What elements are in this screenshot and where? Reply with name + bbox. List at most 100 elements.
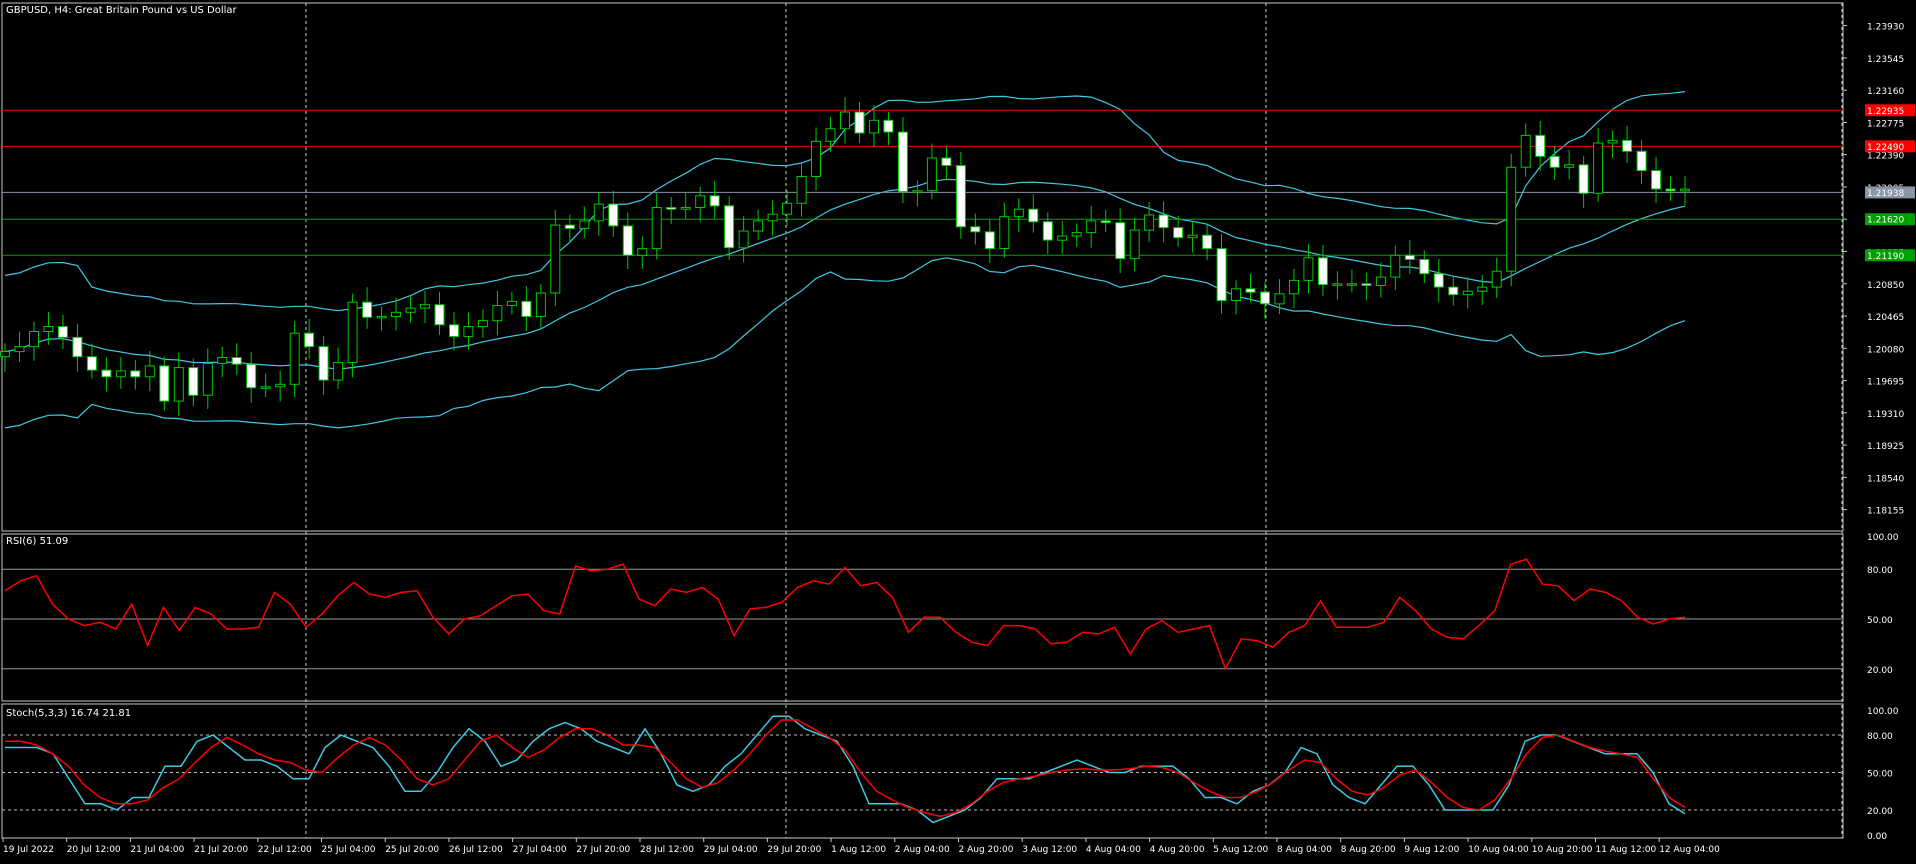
candle-body[interactable] bbox=[782, 202, 793, 215]
candle-body[interactable] bbox=[564, 224, 575, 230]
candle-body[interactable] bbox=[1680, 188, 1690, 192]
candle-body[interactable] bbox=[1028, 208, 1039, 223]
candle-body[interactable] bbox=[912, 190, 923, 193]
candle-body[interactable] bbox=[579, 220, 590, 229]
candle-body[interactable] bbox=[173, 367, 184, 402]
candle-body[interactable] bbox=[608, 203, 619, 227]
candle-body[interactable] bbox=[883, 119, 894, 133]
candle-body[interactable] bbox=[941, 157, 952, 166]
candle-body[interactable] bbox=[420, 304, 430, 309]
candle-body[interactable] bbox=[159, 365, 170, 402]
candle-body[interactable] bbox=[405, 307, 416, 313]
candle-body[interactable] bbox=[29, 331, 39, 348]
candle-body[interactable] bbox=[1535, 134, 1546, 157]
candle-body[interactable] bbox=[1506, 166, 1517, 272]
candle-body[interactable] bbox=[1593, 142, 1604, 194]
main-price-panel[interactable] bbox=[0, 91, 1844, 429]
candle-body[interactable] bbox=[86, 356, 97, 371]
candle-body[interactable] bbox=[955, 165, 966, 228]
candle-body[interactable] bbox=[115, 370, 126, 378]
candle-body[interactable] bbox=[1578, 164, 1589, 194]
candle-body[interactable] bbox=[1144, 214, 1155, 231]
candle-body[interactable] bbox=[217, 357, 228, 364]
candle-body[interactable] bbox=[1665, 188, 1676, 192]
candle-body[interactable] bbox=[289, 332, 300, 385]
candle-body[interactable] bbox=[1477, 286, 1488, 292]
candle-body[interactable] bbox=[1100, 220, 1111, 224]
candle-body[interactable] bbox=[376, 315, 387, 319]
candle-body[interactable] bbox=[144, 365, 155, 378]
candle-body[interactable] bbox=[999, 216, 1010, 249]
candle-body[interactable] bbox=[1071, 232, 1082, 237]
candle-body[interactable] bbox=[1607, 139, 1618, 144]
candle-body[interactable] bbox=[1462, 290, 1473, 296]
candle-body[interactable] bbox=[1013, 208, 1024, 218]
candle-body[interactable] bbox=[840, 111, 850, 130]
candle-body[interactable] bbox=[1187, 234, 1198, 239]
candle-body[interactable] bbox=[1651, 170, 1661, 190]
candle-body[interactable] bbox=[535, 292, 546, 317]
candle-body[interactable] bbox=[666, 207, 677, 210]
candle-body[interactable] bbox=[1564, 164, 1575, 168]
candle-body[interactable] bbox=[854, 111, 865, 134]
candle-body[interactable] bbox=[695, 195, 706, 209]
candle-body[interactable] bbox=[231, 357, 242, 365]
candle-body[interactable] bbox=[1245, 288, 1256, 293]
candle-body[interactable] bbox=[202, 362, 213, 396]
candle-body[interactable] bbox=[1129, 229, 1140, 260]
candle-body[interactable] bbox=[550, 224, 561, 294]
candle-body[interactable] bbox=[1636, 150, 1647, 172]
candle-body[interactable] bbox=[506, 300, 517, 307]
candle-body[interactable] bbox=[680, 207, 691, 210]
candle-body[interactable] bbox=[1274, 293, 1285, 305]
candle-body[interactable] bbox=[362, 301, 373, 318]
candle-body[interactable] bbox=[709, 195, 720, 207]
candle-body[interactable] bbox=[796, 176, 807, 204]
candle-body[interactable] bbox=[304, 332, 315, 348]
candle-body[interactable] bbox=[101, 369, 112, 378]
candle-body[interactable] bbox=[1317, 257, 1328, 286]
candle-body[interactable] bbox=[1289, 279, 1299, 295]
candle-body[interactable] bbox=[463, 326, 474, 338]
candle-body[interactable] bbox=[72, 336, 83, 358]
candle-body[interactable] bbox=[260, 386, 271, 389]
candle-body[interactable] bbox=[1419, 259, 1430, 275]
candle-body[interactable] bbox=[1173, 227, 1184, 239]
candle-body[interactable] bbox=[970, 226, 981, 233]
candle-body[interactable] bbox=[637, 248, 648, 256]
candle-body[interactable] bbox=[622, 225, 633, 256]
candle-body[interactable] bbox=[43, 326, 54, 332]
candle-body[interactable] bbox=[434, 304, 445, 326]
candle-body[interactable] bbox=[1622, 139, 1633, 152]
candle-body[interactable] bbox=[1346, 283, 1357, 286]
candle-body[interactable] bbox=[1390, 254, 1401, 278]
candle-body[interactable] bbox=[246, 363, 257, 389]
candle-body[interactable] bbox=[1057, 235, 1068, 241]
candle-body[interactable] bbox=[14, 346, 25, 353]
candle-body[interactable] bbox=[391, 311, 401, 317]
candle-body[interactable] bbox=[1375, 276, 1386, 287]
candle-body[interactable] bbox=[738, 230, 749, 249]
candle-body[interactable] bbox=[1404, 254, 1415, 261]
candle-body[interactable] bbox=[1158, 214, 1169, 229]
candle-body[interactable] bbox=[1520, 134, 1531, 168]
candle-body[interactable] bbox=[593, 203, 604, 222]
candle-body[interactable] bbox=[1260, 291, 1270, 305]
candle-body[interactable] bbox=[897, 131, 908, 193]
candle-body[interactable] bbox=[347, 301, 358, 364]
candle-body[interactable] bbox=[753, 220, 764, 232]
candle-body[interactable] bbox=[926, 157, 937, 192]
candle-body[interactable] bbox=[1549, 155, 1560, 168]
candle-body[interactable] bbox=[0, 351, 10, 358]
candle-body[interactable] bbox=[651, 207, 662, 250]
candle-body[interactable] bbox=[1448, 286, 1459, 296]
candle-body[interactable] bbox=[869, 119, 879, 134]
candle-body[interactable] bbox=[1086, 220, 1097, 234]
candle-body[interactable] bbox=[318, 346, 329, 381]
candle-body[interactable] bbox=[521, 300, 532, 317]
candle-body[interactable] bbox=[1491, 270, 1502, 288]
candle-body[interactable] bbox=[1042, 221, 1053, 241]
candle-body[interactable] bbox=[1361, 283, 1372, 286]
